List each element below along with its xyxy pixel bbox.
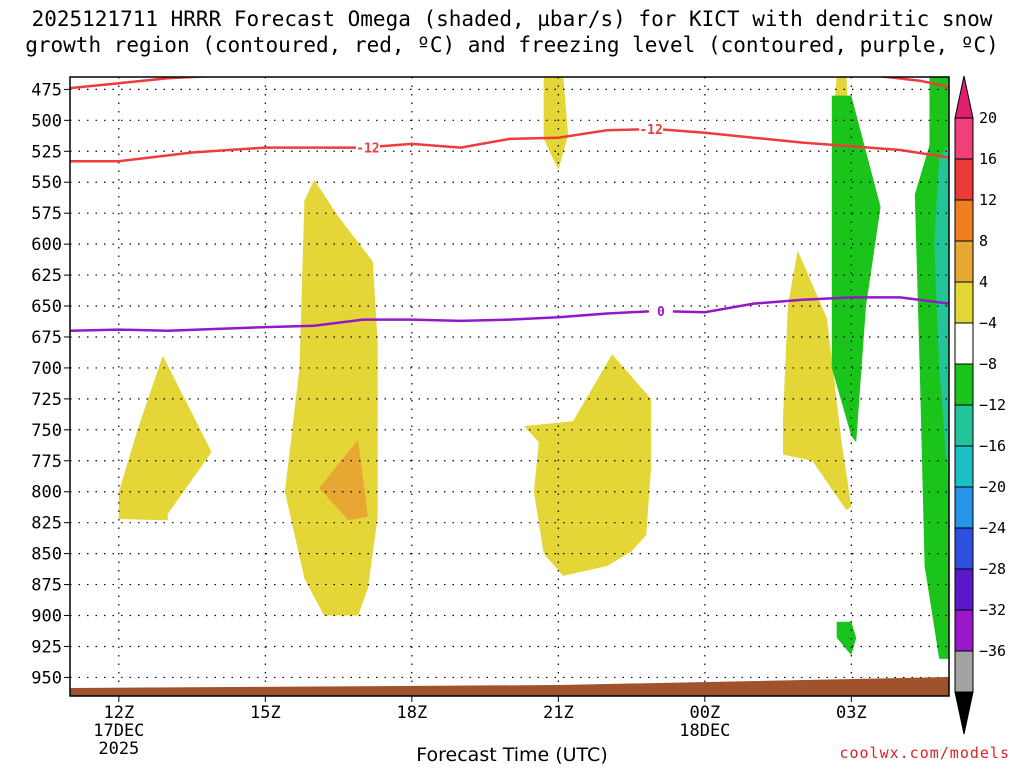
gridlines	[70, 77, 949, 696]
title-line-2: growth region (contoured, red, ºC) and f…	[25, 33, 999, 57]
x-tick-label: 2025	[98, 739, 139, 759]
y-tick-label: 925	[31, 637, 62, 657]
omega-region-3	[524, 354, 652, 576]
terrain-ground	[70, 677, 949, 696]
contour-label: 0	[657, 305, 665, 320]
title-line-1: 2025121711 HRRR Forecast Omega (shaded, …	[31, 7, 993, 31]
omega-region-0	[118, 355, 212, 521]
x-axis-label: Forecast Time (UTC)	[416, 744, 608, 766]
colorbar-label: −4	[979, 314, 997, 332]
y-tick-label: 675	[31, 328, 62, 348]
y-tick-label: 650	[31, 297, 62, 317]
contour-lines: -12 -12 0	[70, 77, 949, 333]
contour-label-bg	[648, 302, 673, 319]
x-tick-label: 21Z	[543, 703, 574, 723]
contour-label-bg	[355, 139, 380, 156]
omega-region-2	[319, 439, 368, 521]
y-tick-label: 775	[31, 452, 62, 472]
y-tick-label: 700	[31, 359, 62, 379]
y-tick-label: 825	[31, 514, 62, 534]
contour-label: -12	[639, 123, 662, 138]
colorbar-label: −28	[979, 560, 1006, 578]
colorbar-label: −36	[979, 642, 1006, 660]
x-tick-label: 00Z	[689, 703, 720, 723]
colorbar-label: −32	[979, 601, 1006, 619]
x-tick-label: 03Z	[836, 703, 867, 723]
contour-line-1	[70, 77, 217, 90]
y-tick-label: 950	[31, 668, 62, 688]
omega-region-10	[934, 145, 949, 492]
y-tick-label: 875	[31, 576, 62, 596]
omega-shading	[118, 77, 949, 659]
colorbar-swatch	[954, 486, 974, 529]
colorbar-swatch	[954, 281, 974, 324]
x-tick-label: 12Z	[103, 703, 134, 723]
colorbar: 20 16 12 8 4 −4 −8 −12 −16 −20 −24 −28 −32 −36	[954, 75, 1006, 735]
credit-link[interactable]: coolwx.com/models	[839, 744, 1010, 762]
y-tick-label: 850	[31, 545, 62, 565]
colorbar-label: −16	[979, 437, 1006, 455]
contour-line-0	[70, 127, 949, 163]
y-tick-label: 750	[31, 421, 62, 441]
colorbar-swatch	[954, 322, 974, 365]
y-tick-label: 600	[31, 235, 62, 255]
y-tick-label: 725	[31, 390, 62, 410]
y-tick-label: 800	[31, 483, 62, 503]
y-tick-label: 625	[31, 266, 62, 286]
y-tick-label: 575	[31, 204, 62, 224]
colorbar-label: 16	[979, 150, 997, 168]
colorbar-label: −12	[979, 396, 1006, 414]
x-tick-label: 18Z	[396, 703, 427, 723]
x-tick-label: 17DEC	[93, 721, 144, 741]
colorbar-label: 12	[979, 191, 997, 209]
colorbar-label: 8	[979, 232, 988, 250]
colorbar-swatch	[954, 404, 974, 447]
colorbar-label: −20	[979, 478, 1006, 496]
colorbar-swatch	[954, 527, 974, 570]
colorbar-swatch	[954, 158, 974, 201]
colorbar-label: −8	[979, 355, 997, 373]
colorbar-swatch	[954, 609, 974, 652]
contour-label: -12	[356, 142, 379, 157]
y-tick-label: 900	[31, 607, 62, 627]
colorbar-bottom-tip	[954, 691, 974, 735]
colorbar-swatch	[954, 445, 974, 488]
colorbar-swatch	[954, 240, 974, 283]
contour-line-3	[70, 296, 949, 333]
omega-region-4	[543, 77, 569, 170]
colorbar-label: −24	[979, 519, 1006, 537]
colorbar-label: 20	[979, 109, 997, 127]
colorbar-swatch	[954, 363, 974, 406]
x-tick-label: 15Z	[250, 703, 281, 723]
colorbar-top-tip	[954, 75, 974, 119]
y-tick-label: 550	[31, 173, 62, 193]
plot-frame	[69, 76, 950, 697]
y-tick-label: 500	[31, 111, 62, 131]
colorbar-swatch	[954, 117, 974, 160]
omega-region-5	[783, 250, 852, 511]
colorbar-swatch	[954, 568, 974, 611]
x-tick-label: 18DEC	[679, 721, 730, 741]
colorbar-label: 4	[979, 273, 988, 291]
chart-title: 2025121711 HRRR Forecast Omega (shaded, …	[0, 6, 1024, 58]
contour-label-bg	[639, 120, 664, 137]
y-axis-ticks: 475 500 525 550 575 600 625 650 675 700 725 750 775 8…	[31, 80, 70, 688]
colorbar-swatch	[954, 650, 974, 693]
y-tick-label: 525	[31, 142, 62, 162]
colorbar-swatch	[954, 199, 974, 242]
y-tick-label: 475	[31, 80, 62, 100]
